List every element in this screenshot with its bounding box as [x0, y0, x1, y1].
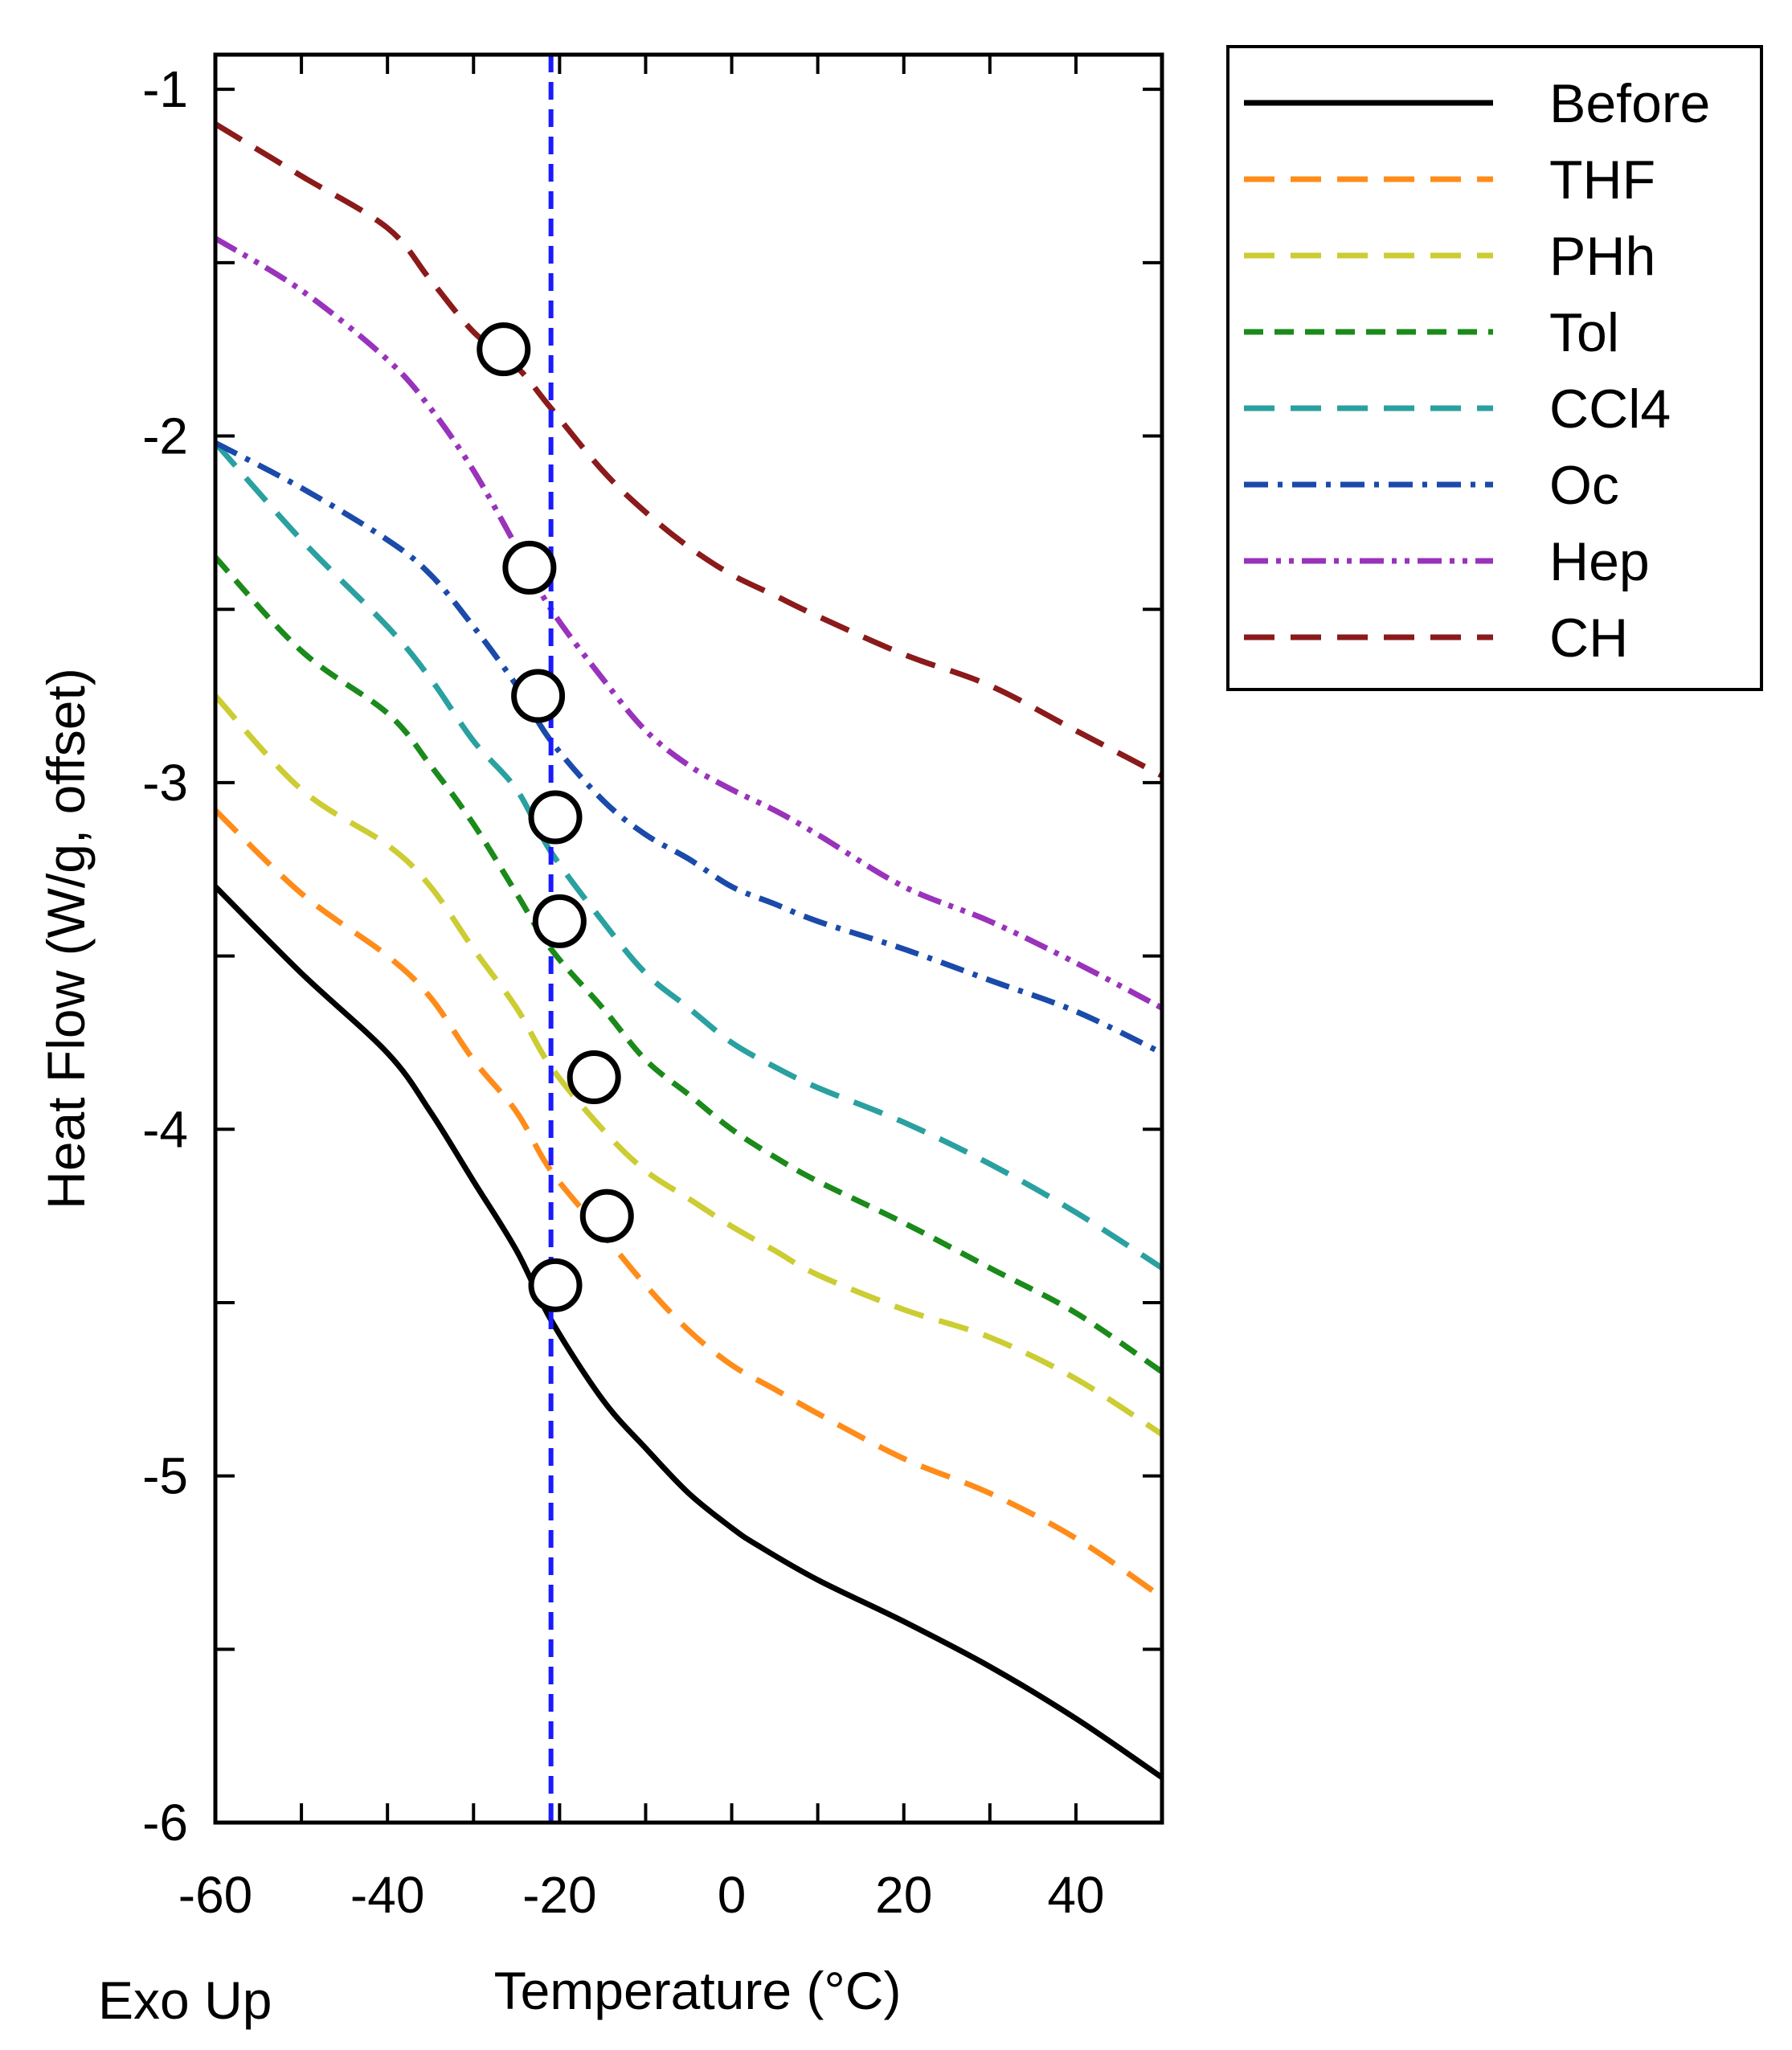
transition-marker — [532, 894, 587, 948]
transition-marker — [567, 1050, 621, 1105]
series-line-thf — [215, 808, 1162, 1600]
transition-marker — [477, 322, 531, 377]
x-tick-label: -40 — [350, 1866, 425, 1924]
transition-marker — [511, 669, 566, 723]
legend: Before THF PHh Tol CCl4 Oc Hep CH — [1226, 45, 1763, 691]
series-line-before — [215, 884, 1162, 1780]
exo-up-note: Exo Up — [98, 1970, 272, 2030]
y-tick-label: -2 — [142, 407, 188, 465]
series-line-phh — [215, 694, 1162, 1437]
y-axis-title: Heat Flow (W/g, offset) — [36, 668, 96, 1209]
legend-label: CH — [1549, 608, 1628, 669]
y-tick-label: -1 — [142, 60, 188, 118]
transition-marker — [502, 540, 557, 595]
y-tick-label: -6 — [142, 1794, 188, 1852]
x-tick-label: -20 — [522, 1866, 597, 1924]
legend-box — [1226, 45, 1763, 691]
legend-label: Tol — [1549, 302, 1619, 363]
legend-label: Before — [1549, 73, 1710, 134]
x-axis-title: Temperature (°C) — [494, 1961, 902, 2020]
legend-label: Oc — [1549, 455, 1619, 516]
series-line-ch — [215, 121, 1162, 779]
x-tick-label: -60 — [178, 1866, 253, 1924]
y-tick-label: -4 — [142, 1100, 188, 1158]
y-tick-label: -3 — [142, 754, 188, 812]
plot-frame — [213, 52, 1164, 1825]
series-line-ccl4 — [215, 440, 1162, 1271]
legend-label: THF — [1549, 149, 1655, 211]
series-line-hep — [215, 235, 1162, 1011]
transition-marker — [528, 790, 583, 845]
legend-label: Hep — [1549, 531, 1650, 592]
series-line-oc — [215, 440, 1162, 1056]
legend-label: CCl4 — [1549, 378, 1671, 440]
transition-marker — [528, 1258, 583, 1312]
x-tick-label: 40 — [1047, 1866, 1104, 1924]
transition-marker — [579, 1189, 634, 1243]
series-line-tol — [215, 555, 1162, 1375]
legend-label: PHh — [1549, 226, 1655, 287]
x-tick-label: 20 — [875, 1866, 932, 1924]
x-tick-label: 0 — [718, 1866, 747, 1924]
y-tick-label: -5 — [142, 1447, 188, 1505]
